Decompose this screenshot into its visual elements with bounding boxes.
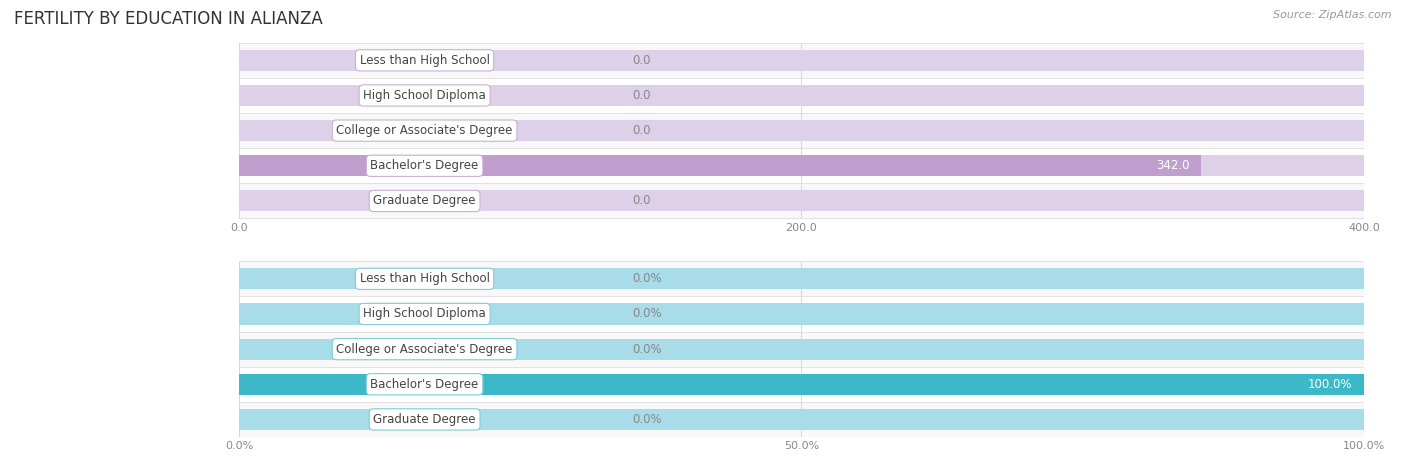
Bar bbox=[239, 190, 1364, 211]
Text: High School Diploma: High School Diploma bbox=[363, 89, 486, 102]
Text: Graduate Degree: Graduate Degree bbox=[374, 194, 475, 208]
Text: 0.0: 0.0 bbox=[633, 54, 651, 67]
Text: 0.0: 0.0 bbox=[633, 124, 651, 137]
Bar bbox=[239, 268, 1364, 289]
Bar bbox=[239, 43, 1364, 78]
Text: Source: ZipAtlas.com: Source: ZipAtlas.com bbox=[1274, 10, 1392, 19]
Bar bbox=[239, 296, 1364, 332]
Bar bbox=[239, 120, 1364, 141]
Text: Less than High School: Less than High School bbox=[360, 54, 489, 67]
Text: 0.0%: 0.0% bbox=[633, 413, 662, 426]
Bar bbox=[239, 155, 1201, 176]
Text: Bachelor's Degree: Bachelor's Degree bbox=[371, 159, 478, 172]
Bar bbox=[239, 113, 1364, 148]
Text: 0.0: 0.0 bbox=[633, 194, 651, 208]
Text: 342.0: 342.0 bbox=[1156, 159, 1189, 172]
Bar bbox=[239, 332, 1364, 367]
Bar bbox=[239, 339, 1364, 360]
Bar bbox=[239, 304, 1364, 324]
Bar bbox=[239, 78, 1364, 113]
Bar bbox=[239, 155, 1364, 176]
Text: Less than High School: Less than High School bbox=[360, 272, 489, 285]
Bar bbox=[239, 261, 1364, 296]
Text: 0.0: 0.0 bbox=[633, 89, 651, 102]
Bar bbox=[239, 367, 1364, 402]
Text: Graduate Degree: Graduate Degree bbox=[374, 413, 475, 426]
Text: College or Associate's Degree: College or Associate's Degree bbox=[336, 124, 513, 137]
Text: 0.0%: 0.0% bbox=[633, 342, 662, 356]
Text: College or Associate's Degree: College or Associate's Degree bbox=[336, 342, 513, 356]
Bar bbox=[239, 409, 1364, 430]
Text: High School Diploma: High School Diploma bbox=[363, 307, 486, 321]
Text: 0.0%: 0.0% bbox=[633, 307, 662, 321]
Bar bbox=[239, 148, 1364, 183]
Bar bbox=[239, 374, 1364, 395]
Bar bbox=[239, 374, 1364, 395]
Text: Bachelor's Degree: Bachelor's Degree bbox=[371, 378, 478, 391]
Text: FERTILITY BY EDUCATION IN ALIANZA: FERTILITY BY EDUCATION IN ALIANZA bbox=[14, 10, 323, 28]
Text: 100.0%: 100.0% bbox=[1308, 378, 1353, 391]
Bar bbox=[239, 50, 1364, 71]
Bar bbox=[239, 183, 1364, 218]
Text: 0.0%: 0.0% bbox=[633, 272, 662, 285]
Bar bbox=[239, 402, 1364, 437]
Bar bbox=[239, 85, 1364, 106]
